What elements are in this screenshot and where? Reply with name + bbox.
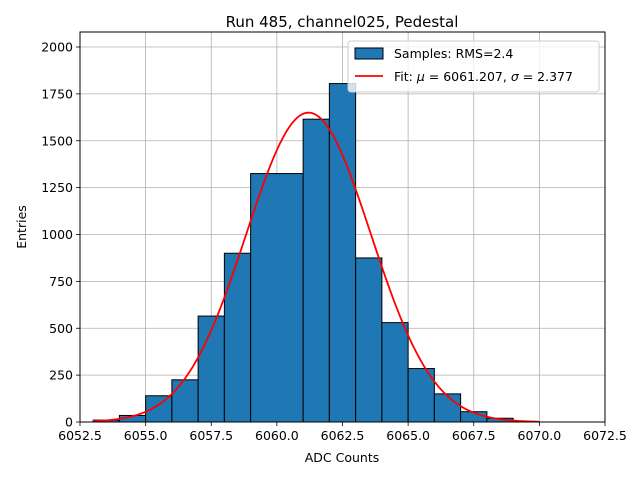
y-axis-label: Entries: [14, 205, 29, 249]
x-tick-label: 6065.0: [386, 428, 430, 443]
legend-label-fit: Fit: μ = 6061.207, σ = 2.377: [394, 69, 573, 84]
y-tick-label: 1250: [41, 180, 73, 195]
legend-fit-sigma-symbol: σ: [511, 69, 520, 84]
histogram-bar: [328, 83, 357, 423]
y-tick-label: 2000: [41, 40, 73, 55]
y-tick-label: 1500: [41, 133, 73, 148]
x-tick-label: 6060.0: [255, 428, 299, 443]
histogram-bar: [171, 379, 199, 423]
x-tick-label: 6052.5: [58, 428, 102, 443]
x-axis-label: ADC Counts: [305, 450, 380, 465]
fit-curve: [93, 111, 540, 423]
y-tick-label: 0: [65, 415, 73, 430]
y-tick-label: 1750: [41, 86, 73, 101]
y-tick-label: 750: [49, 274, 73, 289]
histogram-bar: [433, 393, 462, 423]
x-tick-label: 6067.5: [452, 428, 496, 443]
legend-fit-mu-value: = 6061.207,: [425, 69, 511, 84]
histogram-bar: [355, 257, 383, 423]
y-axis: 0 250 500 750 1000 1250 1500 1750 2000: [41, 40, 80, 430]
x-tick-label: 6070.0: [518, 428, 562, 443]
legend-box: [347, 40, 600, 93]
legend-fit-sigma-value: = 2.377: [519, 69, 573, 84]
legend-swatch-samples: [354, 47, 384, 60]
histogram-bar: [250, 173, 304, 423]
legend-fit-prefix: Fit:: [394, 69, 417, 84]
x-tick-label: 6055.0: [124, 428, 168, 443]
y-tick-label: 500: [49, 321, 73, 336]
histogram-bars: [92, 83, 514, 423]
histogram-bar: [223, 252, 252, 423]
y-tick-label: 250: [49, 368, 73, 383]
histogram-bar: [145, 395, 173, 423]
legend-fit-mu-symbol: μ: [416, 69, 425, 84]
histogram-bar: [381, 322, 409, 423]
y-tick-label: 1000: [41, 227, 73, 242]
x-axis: 6052.5 6055.0 6057.5 6060.0 6062.5 6065.0 6067…: [58, 422, 627, 443]
x-tick-label: 6062.5: [321, 428, 365, 443]
legend: Samples: RMS=2.4 Fit: μ = 6061.207, σ = …: [347, 40, 600, 93]
legend-label-samples: Samples: RMS=2.4: [394, 46, 513, 61]
histogram-bar: [302, 118, 330, 423]
chart-title: Run 485, channel025, Pedestal: [226, 13, 459, 31]
x-tick-label: 6057.5: [189, 428, 233, 443]
fit-curve-group: [93, 111, 540, 423]
histogram-bar: [407, 368, 435, 423]
x-tick-label: 6072.5: [583, 428, 627, 443]
